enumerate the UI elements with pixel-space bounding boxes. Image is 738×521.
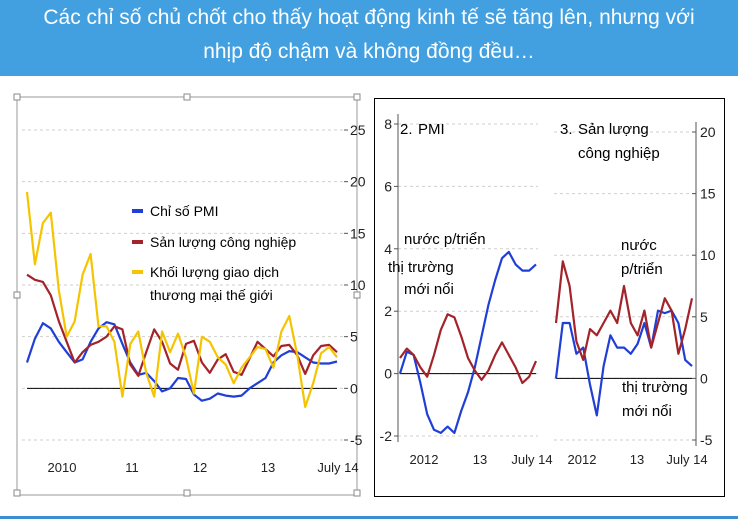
legend-label-industrial: Sản lượng công nghiệp (150, 234, 296, 250)
pmi-x-tick-label: 2012 (410, 452, 439, 467)
slide-title-line-1[interactable]: Các chỉ số chủ chốt cho thấy hoạt động k… (43, 6, 695, 29)
left-y-tick-label: -5 (350, 432, 363, 448)
left-series-3-line (25, 191, 338, 408)
left-y-tick-label: 20 (350, 174, 366, 190)
right-charts-frame (374, 98, 725, 497)
pmi-y-tick-label: 6 (384, 178, 392, 194)
left-y-tick-label: 10 (350, 277, 366, 293)
left-y-tick-label: 15 (350, 225, 366, 241)
ip-legend-advanced-line2: p/triển (621, 261, 663, 278)
ip-series-1-line (554, 309, 693, 417)
ip-chart-title-line2: công nghiệp (578, 145, 660, 162)
pmi-chart-labels: 2. PMI nước p/triển thị trường mới nổi (388, 121, 486, 298)
ip-chart-number: 3. (560, 121, 573, 138)
left-y-tick-label: 0 (350, 380, 358, 396)
legend-swatch-pmi (132, 209, 143, 213)
pmi-y-tick-label: -2 (380, 428, 393, 444)
left-series-1-line (25, 321, 338, 402)
ip-chart-x-ticks: 2012 13 July 14 (568, 452, 708, 467)
pmi-chart-number: 2. (400, 121, 413, 138)
ip-y-tick-label: 15 (700, 186, 716, 202)
left-chart-gridlines (22, 129, 347, 441)
selection-handles (13, 93, 361, 497)
pmi-chart-y-ticks: 8 6 4 2 0 -2 (380, 116, 398, 444)
ip-legend-emerging-line2: mới nổi (622, 403, 672, 420)
ip-y-tick-label: 20 (700, 124, 716, 140)
pmi-y-tick-label: 4 (384, 241, 392, 257)
ip-x-tick-label: July 14 (666, 452, 707, 467)
pmi-y-tick-label: 0 (384, 366, 392, 382)
left-chart-x-ticks: 2010 11 12 13 July 14 (48, 460, 359, 475)
left-x-tick-label: 12 (193, 460, 207, 475)
left-x-tick-label: July 14 (317, 460, 358, 475)
ip-y-tick-label: 5 (700, 309, 708, 325)
chart-world-indicators[interactable]: 25 20 15 10 5 0 -5 2010 11 12 13 July 14 Chỉ số PM… (12, 92, 374, 504)
left-y-tick-label: 5 (350, 329, 358, 345)
pmi-x-tick-label: July 14 (511, 452, 552, 467)
left-y-tick-label: 25 (350, 122, 366, 138)
ip-x-tick-label: 13 (630, 452, 644, 467)
pmi-y-tick-label: 2 (384, 303, 392, 319)
legend-label-trade-line2: thương mại thế giới (150, 287, 273, 303)
ip-y-tick-label: -5 (700, 432, 713, 448)
legend-label-pmi: Chỉ số PMI (150, 203, 218, 219)
legend-swatch-trade (132, 270, 143, 274)
left-series-2-line (26, 273, 338, 377)
pmi-chart-series (398, 250, 538, 434)
chart-frame (16, 96, 358, 496)
ip-chart-labels: 3. Sản lượng công nghiệp nước p/triển th… (560, 121, 688, 420)
ip-chart-gridlines (554, 122, 697, 446)
slide-title-line-2[interactable]: nhịp độ chậm và không đồng đều… (203, 40, 535, 63)
legend-swatch-industrial (132, 240, 143, 244)
ip-chart-title-line1: Sản lượng (578, 121, 649, 138)
pmi-legend-emerging-line1: thị trường (388, 259, 454, 276)
left-chart-y-ticks: 25 20 15 10 5 0 -5 (344, 122, 366, 448)
left-x-tick-label: 11 (125, 460, 139, 475)
left-x-tick-label: 13 (261, 460, 275, 475)
pmi-chart-title: PMI (418, 121, 445, 138)
legend-label-trade-line1: Khối lượng giao dịch (150, 264, 279, 280)
pmi-series-1-line (398, 250, 537, 434)
ip-legend-advanced-line1: nước (621, 237, 657, 254)
ip-chart-y-ticks: 20 15 10 5 0 -5 (692, 124, 716, 448)
left-chart-series (25, 191, 338, 408)
ip-y-tick-label: 10 (700, 247, 716, 263)
pmi-legend-emerging-line2: mới nổi (404, 281, 454, 298)
pmi-series-2-line (399, 313, 538, 385)
pmi-y-tick-label: 8 (384, 116, 392, 132)
pmi-chart-x-ticks: 2012 13 July 14 (410, 452, 553, 467)
ip-series-2-line (554, 260, 694, 361)
left-chart-legend: Chỉ số PMI Sản lượng công nghiệp Khối lư… (132, 203, 296, 303)
left-x-tick-label: 2010 (48, 460, 77, 475)
bottom-rule (0, 516, 738, 519)
ip-chart-series (554, 260, 694, 417)
pmi-x-tick-label: 13 (473, 452, 487, 467)
ip-x-tick-label: 2012 (568, 452, 597, 467)
pmi-legend-advanced: nước p/triển (404, 231, 486, 248)
pmi-chart-gridlines (397, 114, 538, 442)
ip-legend-emerging-line1: thị trường (622, 379, 688, 396)
ip-y-tick-label: 0 (700, 370, 708, 386)
title-bar (0, 0, 738, 76)
